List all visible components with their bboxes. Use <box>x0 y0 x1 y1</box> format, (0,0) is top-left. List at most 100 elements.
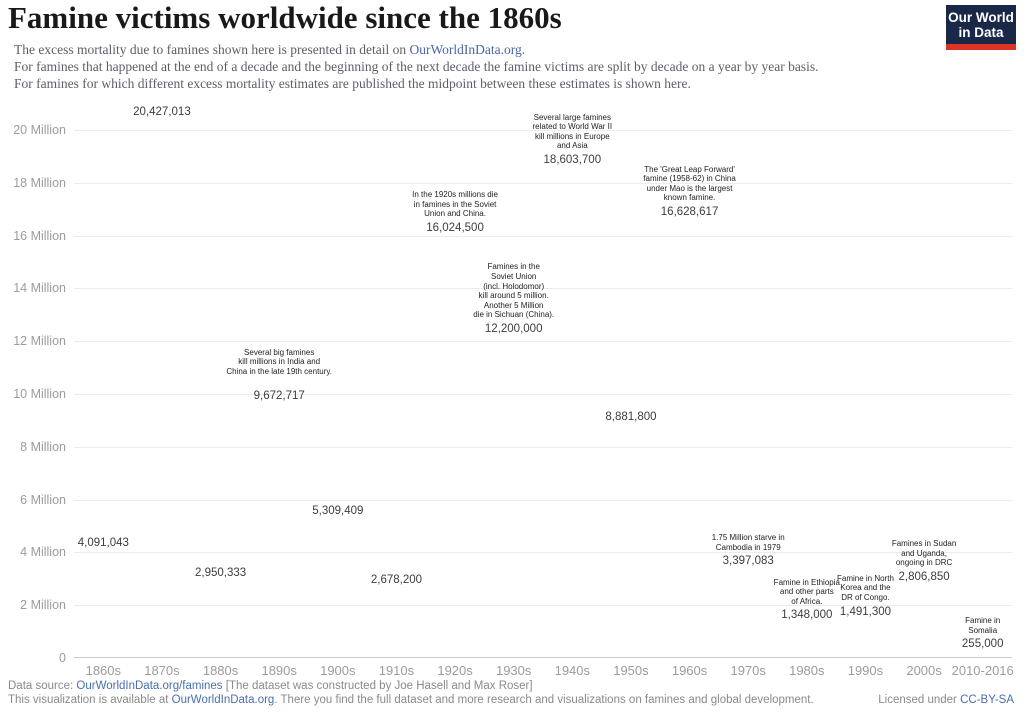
famine-bar-1940s <box>550 167 595 658</box>
license-link[interactable]: CC-BY-SA <box>960 694 1014 706</box>
annotation-line: kill millions in India and <box>238 357 321 367</box>
bar-annotation-2010-2016: Famine in Somalia <box>965 616 1000 635</box>
annotation-line: Famines in the <box>487 262 540 272</box>
datasource-link[interactable]: OurWorldInData.org/famines <box>76 680 223 692</box>
famine-bar-1890s <box>257 403 302 658</box>
bar-value-label: 8,881,800 <box>605 410 657 423</box>
annotation-line: Several large famines <box>533 112 611 122</box>
owid-logo-red-bar <box>946 44 1016 50</box>
bar-value-label: 255,000 <box>961 638 1004 651</box>
famine-bar-1910s <box>374 587 419 658</box>
footer-line1-suffix: [The dataset was constructed by Joe Hase… <box>222 680 533 692</box>
annotation-line: under Mao is the largest <box>646 183 733 193</box>
x-tick-label: 1990s <box>847 663 884 678</box>
subtitle-line2-text: For famines that happened at the end of … <box>14 59 819 74</box>
y-tick-label: 18 Million <box>13 175 66 190</box>
annotation-line: Famine in <box>965 616 1001 626</box>
y-tick-label: 14 Million <box>13 281 66 296</box>
license-prefix: Licensed under <box>878 694 961 706</box>
gridline <box>74 341 1012 343</box>
x-tick-label: 1860s <box>85 663 122 678</box>
bar-value-label: 4,091,043 <box>77 537 129 549</box>
y-tick-label: 16 Million <box>13 228 66 243</box>
footer-visualization: This visualization is available at OurWo… <box>8 694 814 706</box>
chart-subtitle: The excess mortality due to famines show… <box>14 41 818 92</box>
annotation-line: Another 5 Million <box>483 300 544 310</box>
bar-value-label: 3,397,083 <box>722 555 774 568</box>
gridline <box>74 552 1012 554</box>
bar-annotation-1980s: Famine in Ethiopia and other parts of Afri… <box>774 578 840 607</box>
annotation-line: Cambodia in 1979 <box>715 542 781 552</box>
famine-bar-1960s <box>667 219 712 658</box>
famine-bar-1870s <box>139 119 184 658</box>
x-tick-label: 1940s <box>554 663 591 678</box>
bar-value-label: 20,427,013 <box>133 105 191 118</box>
famine-bar-1900s <box>315 518 360 658</box>
y-tick-label: 6 Million <box>20 492 66 507</box>
annotation-line: kill millions in Europe <box>534 131 610 141</box>
famine-bar-1880s <box>198 580 243 658</box>
x-tick-label: 1900s <box>320 663 356 678</box>
subtitle-line1-period: . <box>521 42 526 57</box>
annotation-line: The 'Great Leap Forward' <box>644 164 735 174</box>
bar-value-label: 2,806,850 <box>898 570 950 583</box>
x-tick-label: 2000s <box>906 663 942 678</box>
annotation-line: In the 1920s millions die <box>412 190 498 200</box>
bar-value-label: 18,603,700 <box>543 153 602 166</box>
annotation-line: Somalia <box>968 625 998 635</box>
footer-line1-prefix: Data source: <box>8 680 77 692</box>
famine-bar-1980s <box>784 622 829 658</box>
gridline <box>74 499 1012 501</box>
annotation-line: Famine in North <box>836 573 894 583</box>
bar-annotation-1890s: Several big famines kill millions in Indi… <box>226 348 332 377</box>
famine-bar-1930s <box>491 336 536 658</box>
x-tick-label: 1970s <box>730 663 766 678</box>
bar-value-label: 16,024,500 <box>426 221 484 234</box>
owid-logo-box: Our World in Data <box>946 5 1016 44</box>
x-tick-label: 1910s <box>378 663 415 678</box>
annotation-line: ongoing in DRC <box>895 558 953 568</box>
x-axis-line <box>74 657 1012 658</box>
annotation-line: in famines in the Soviet <box>413 199 497 209</box>
owid-logo-line2: in Data <box>958 24 1004 40</box>
bar-annotation-1990s: Famine in North Korea and the DR of Congo. <box>837 574 894 603</box>
x-tick-label: 1880s <box>202 663 239 678</box>
bar-annotation-1960s: The 'Great Leap Forward' famine (1958-62)… <box>643 165 736 203</box>
gridline <box>74 394 1012 395</box>
bar-value-label: 1,348,000 <box>781 609 833 622</box>
annotation-line: 1.75 Million starve in <box>711 533 785 543</box>
x-tick-label: 1920s <box>437 663 473 678</box>
famine-bar-2000s <box>902 584 947 658</box>
x-tick-label: 1980s <box>789 663 825 678</box>
annotation-line: Korea and the <box>840 583 891 593</box>
bar-value-label: 12,200,000 <box>484 322 543 335</box>
famine-bar-1920s <box>433 235 478 658</box>
x-tick-label: 1930s <box>495 663 532 678</box>
x-tick-label: 1890s <box>261 663 297 678</box>
famine-bar-1950s <box>608 424 653 658</box>
y-tick-label: 4 Million <box>20 545 66 560</box>
annotation-line: (incl. Holodomor) <box>483 281 545 291</box>
famine-bar-1860s <box>81 550 126 658</box>
y-tick-label: 20 Million <box>13 123 66 137</box>
annotation-line: Union and China. <box>424 209 486 219</box>
footer-datasource: Data source: OurWorldInData.org/famines … <box>8 680 533 692</box>
bar-value-label: 2,950,333 <box>194 567 247 580</box>
y-tick-label: 0 <box>59 651 66 665</box>
owid-logo: Our World in Data <box>946 5 1016 50</box>
y-axis-labels: 0 2 Million 4 Million 6 Million 8 Million 10 … <box>0 123 66 665</box>
famine-bar-2010-2016 <box>960 651 1005 658</box>
subtitle-line3-text: For famines for which different excess m… <box>14 76 691 91</box>
owid-org-link[interactable]: OurWorldInData.org <box>409 42 522 57</box>
annotation-line: and other parts <box>779 587 834 597</box>
owid-footer-link[interactable]: OurWorldInData.org <box>171 694 275 706</box>
famine-bar-1990s <box>843 619 888 658</box>
y-tick-label: 8 Million <box>20 439 66 454</box>
bar-annotation-1970s: 1.75 Million starve in Cambodia in 1979 <box>712 533 785 552</box>
plot-area: 4,091,043 1860s 20,427,013 1870s 2,950,333 18… <box>74 106 1014 678</box>
gridline <box>74 130 1012 131</box>
x-tick-label: 2010-2016 <box>951 663 1014 678</box>
gridline <box>74 605 1012 607</box>
page-title: Famine victims worldwide since the 1860s <box>8 0 562 35</box>
